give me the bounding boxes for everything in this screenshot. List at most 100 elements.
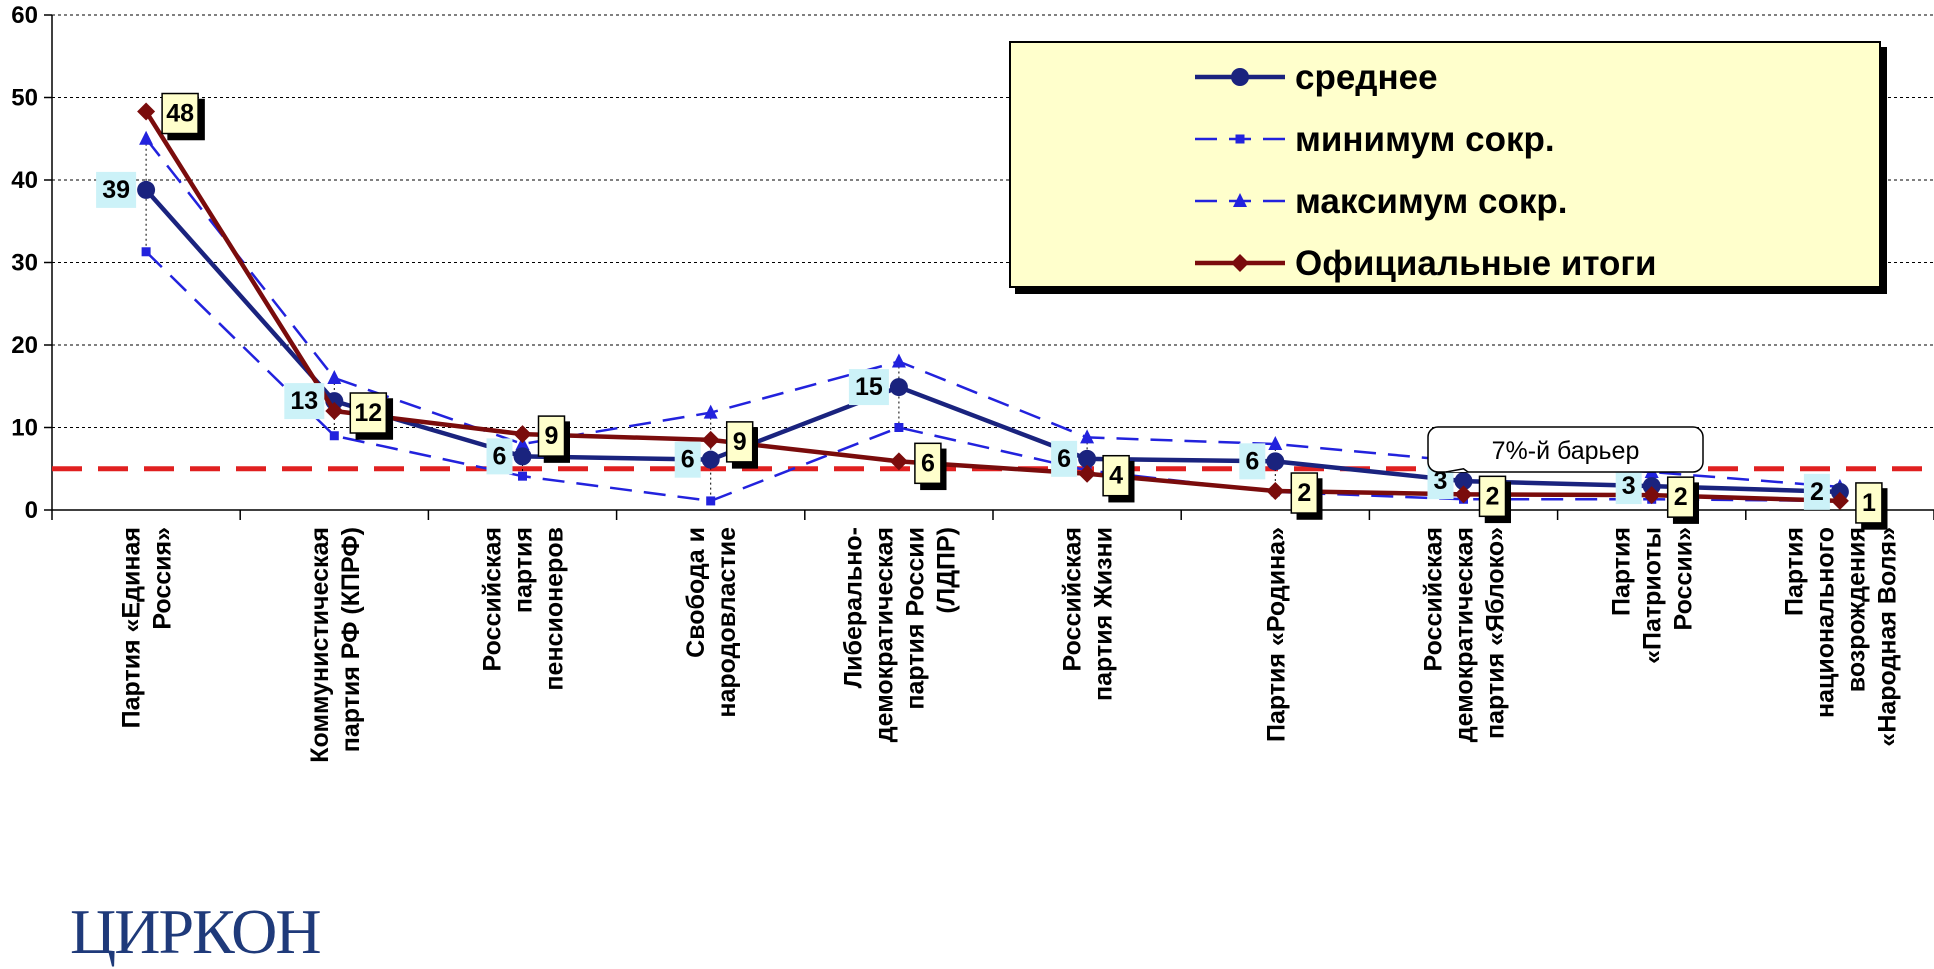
legend-marker — [1235, 134, 1245, 144]
callout-box — [1427, 426, 1704, 473]
legend-marker — [1231, 254, 1249, 272]
series-line — [145, 250, 1840, 503]
data-label: 39 — [102, 176, 130, 204]
y-tick-label: 50 — [11, 85, 38, 112]
data-point — [891, 353, 906, 368]
data-label: 13 — [290, 387, 318, 415]
data-label: 48 — [166, 100, 194, 128]
data-label-box — [1803, 473, 1830, 510]
x-category-label: Коммунистическая — [306, 527, 334, 763]
data-point — [1642, 477, 1661, 496]
data-label-box — [1239, 443, 1266, 480]
x-category-label: Российская — [1059, 527, 1087, 671]
data-point — [137, 180, 156, 199]
data-point — [513, 447, 532, 466]
data-label: 9 — [545, 422, 559, 450]
y-tick-label: 30 — [11, 250, 38, 277]
y-tick-label: 40 — [11, 167, 38, 194]
x-category-label: народовластие — [713, 527, 741, 718]
data-label: 12 — [354, 399, 382, 427]
x-category-label: партия РФ (КПРФ) — [337, 527, 365, 752]
data-label-box — [161, 92, 199, 135]
data-point — [1078, 449, 1097, 468]
data-label: 6 — [493, 442, 507, 470]
x-category-label: демократическая — [1451, 527, 1479, 742]
data-label-box — [914, 442, 942, 485]
data-label-box — [1666, 476, 1695, 518]
data-point — [1080, 429, 1095, 444]
data-label: 2 — [1297, 479, 1311, 507]
data-point — [1266, 452, 1285, 471]
x-category-label: партия России — [901, 527, 929, 710]
legend-label: среднее — [1295, 58, 1438, 97]
data-point — [141, 247, 151, 257]
x-category-label: (ЛДПР) — [932, 527, 960, 614]
x-category-label: возрождения — [1842, 527, 1870, 692]
x-category-label: России» — [1670, 527, 1698, 630]
x-category-label: партия «Яблоко» — [1482, 527, 1510, 739]
data-point — [329, 431, 339, 441]
data-label-box — [674, 441, 701, 478]
data-label: 9 — [733, 428, 747, 456]
data-label: 2 — [1810, 478, 1824, 506]
data-label: 2 — [1486, 482, 1500, 510]
data-label: 6 — [1057, 445, 1071, 473]
x-category-label: пенсионеров — [541, 527, 569, 691]
y-tick-label: 10 — [11, 415, 38, 442]
data-point — [703, 404, 718, 419]
x-category-label: партия Жизни — [1090, 527, 1118, 701]
data-point — [894, 423, 904, 432]
x-category-label: Партия — [1780, 527, 1808, 616]
data-point — [1642, 486, 1661, 505]
y-tick-label: 20 — [11, 332, 38, 359]
callout-label: 7%-й барьер — [1492, 437, 1640, 465]
y-tick-label: 0 — [25, 497, 38, 524]
data-point — [1268, 436, 1283, 450]
x-category-label: Российская — [479, 527, 507, 671]
x-category-label: Партия «Родина» — [1262, 527, 1290, 742]
data-point — [1078, 464, 1097, 483]
data-label-box — [1855, 482, 1883, 524]
data-label: 3 — [1434, 467, 1448, 495]
data-label: 1 — [1862, 489, 1876, 517]
data-label-box — [1051, 440, 1078, 477]
data-label-box — [1102, 454, 1130, 497]
legend-box — [1009, 41, 1881, 288]
data-label-box — [1290, 472, 1319, 514]
data-label-box — [537, 415, 566, 457]
series-line — [144, 110, 1840, 504]
data-point — [701, 430, 720, 449]
x-category-label: демократическая — [870, 527, 898, 742]
data-label-box — [1615, 468, 1642, 505]
series-line — [144, 188, 1840, 495]
data-point — [327, 370, 342, 384]
data-label: 15 — [855, 373, 883, 401]
data-label-box — [284, 383, 325, 420]
data-label: 6 — [921, 449, 935, 477]
data-point — [889, 378, 908, 397]
x-category-label: Российская — [1420, 527, 1448, 671]
data-point — [1266, 482, 1285, 501]
data-label: 4 — [1109, 462, 1123, 490]
x-category-label: Партия — [1608, 527, 1636, 616]
data-point — [1454, 472, 1473, 491]
x-category-label: «Патриоты — [1639, 527, 1667, 664]
data-label-box — [349, 392, 388, 434]
x-category-label: Россия» — [149, 527, 177, 630]
x-category-label: национального — [1811, 527, 1839, 718]
legend-marker — [1233, 193, 1247, 207]
legend-label: Официальные итоги — [1295, 244, 1657, 283]
data-label-box — [725, 421, 754, 463]
x-category-label: партия — [510, 527, 538, 613]
data-point — [139, 130, 154, 145]
data-point — [889, 452, 908, 471]
callout-pointer — [1445, 467, 1469, 473]
legend-label: максимум сокр. — [1295, 182, 1567, 221]
legend-marker — [1231, 68, 1249, 86]
x-category-label: «Народная Воля» — [1873, 527, 1901, 747]
data-point — [1830, 482, 1849, 501]
data-label-box — [1478, 475, 1507, 518]
data-point — [137, 102, 156, 121]
